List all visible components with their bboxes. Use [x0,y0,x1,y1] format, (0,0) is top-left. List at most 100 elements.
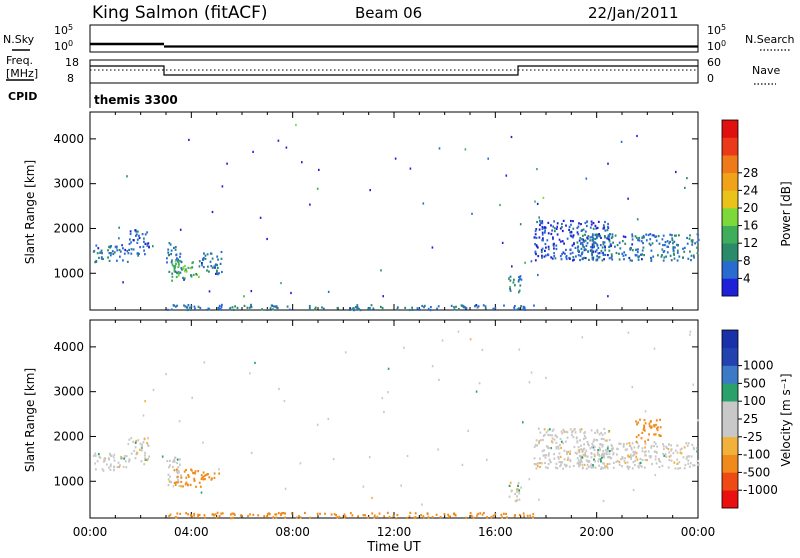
velocity-echo [522,421,524,424]
velocity-echo [635,440,638,443]
velocity-echo [324,512,326,515]
power-echo [572,256,575,259]
power-echo [214,264,217,267]
velocity-echo [695,447,698,450]
power-echo [174,270,177,273]
power-echo [674,234,676,237]
velocity-echo [633,452,636,455]
power-echo [177,258,180,261]
power-echo [139,246,141,249]
velocity-echo [211,513,214,516]
velocity-echo [581,463,584,466]
velocity-echo [169,475,171,478]
power-echo [609,243,612,246]
power-echo [518,307,520,310]
velocity-echo [254,361,256,364]
velocity-echo [435,513,438,516]
power-echo [592,227,595,230]
power-echo [538,216,540,219]
velocity-echo [607,456,609,459]
power-echo [541,227,544,230]
velocity-echo [593,458,595,461]
power-echo [128,242,131,246]
x-tick-label: 00:00 [681,525,716,539]
velocity-echo [636,458,639,461]
velocity-colorbar-tick: 25 [743,412,758,426]
power-echo [585,244,588,247]
velocity-echo [593,438,596,441]
power-echo [188,138,190,141]
velocity-echo [650,455,652,458]
velocity-echo [670,449,672,452]
power-echo [191,266,194,269]
velocity-echo [141,449,143,452]
power-echo [650,249,653,252]
power-echo [642,242,644,245]
power-echo [661,238,664,241]
power-echo [674,246,676,249]
power-echo [618,258,621,261]
power-echo [231,306,234,309]
velocity-echo [655,450,657,453]
power-echo [645,233,648,236]
power-echo [631,233,634,236]
power-echo [553,247,555,250]
velocity-echo [648,433,650,436]
power-echo [611,258,614,261]
x-tick-label: 20:00 [579,525,614,539]
velocity-echo [549,434,552,437]
power-echo [641,258,643,261]
velocity-echo [655,423,657,426]
velocity-echo [643,424,645,427]
power-echo [596,235,598,238]
power-echo [559,240,562,243]
velocity-echo [608,452,611,456]
velocity-echo [520,486,522,489]
power-echo [598,233,600,236]
velocity-echo [683,467,686,470]
velocity-echo [483,511,485,515]
velocity-echo [574,431,577,434]
power-echo [552,244,555,247]
power-echo [556,233,559,236]
velocity-echo [584,452,587,455]
velocity-echo [627,331,630,334]
velocity-echo [602,455,604,458]
power-echo [248,306,251,309]
power-echo [172,265,175,268]
power-echo [266,237,268,241]
power-echo [662,234,665,237]
power-echo [100,256,103,259]
velocity-echo [128,460,130,463]
velocity-echo [284,487,287,490]
velocity-echo [562,467,564,470]
velocity-echo [143,463,146,466]
velocity-echo [490,516,493,519]
power-echo [174,260,177,263]
velocity-echo [533,457,536,460]
velocity-echo [477,512,479,516]
power-echo [620,140,623,143]
velocity-echo [602,500,605,503]
power-echo [650,259,653,262]
power-echo [509,286,511,289]
velocity-echo [643,466,646,469]
power-echo [590,248,593,251]
velocity-echo [674,467,677,470]
velocity-echo [123,457,126,460]
velocity-echo [608,462,611,465]
velocity-echo [598,458,600,461]
power-echo [604,246,606,249]
power-echo [547,232,550,235]
velocity-echo [295,516,298,519]
power-echo [593,244,595,247]
velocity-echo [94,452,97,455]
power-echo [408,308,411,312]
power-echo [641,249,644,252]
velocity-echo [119,464,121,467]
velocity-echo [141,443,144,446]
power-echo [640,240,643,243]
power-echo [349,307,351,310]
power-echo [352,307,355,310]
velocity-echo [588,444,590,447]
